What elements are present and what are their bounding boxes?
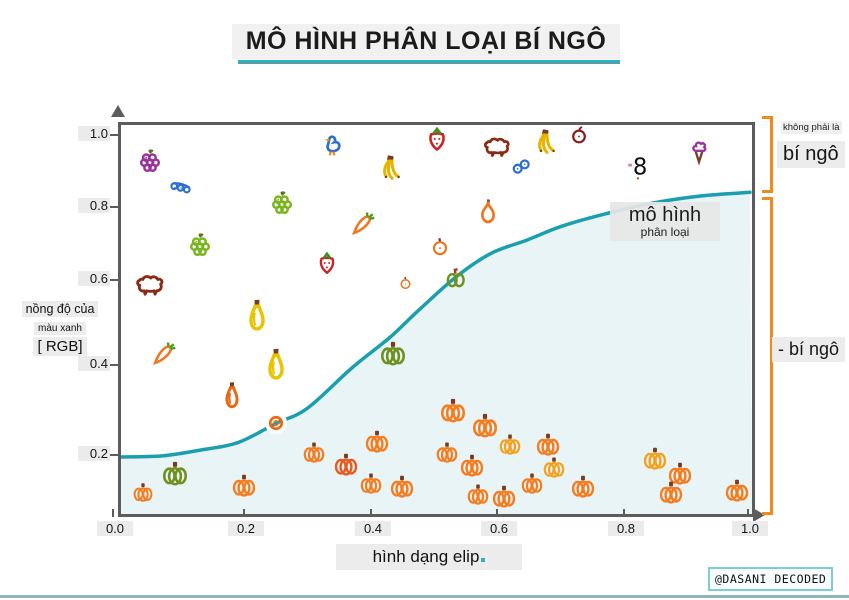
model-annotation-line2: phân loại [640, 225, 690, 239]
x-tick-mark [112, 509, 114, 517]
bracket-not-pumpkin [762, 116, 773, 193]
y-tick-label: 1.0 [78, 126, 110, 141]
y-tick-mark [109, 134, 118, 136]
y-axis-label-line1: nồng độ của [21, 301, 99, 317]
x-tick-label: 0.2 [228, 521, 264, 536]
x-tick-label: 1.0 [732, 521, 768, 536]
x-tick-mark [496, 509, 498, 517]
x-tick-mark [243, 509, 245, 517]
model-annotation-line1: mô hình [628, 204, 702, 226]
y-axis-label: nồng độ của màu xanh [ RGB] [12, 300, 108, 357]
x-tick-label: 0.8 [608, 521, 644, 536]
x-tick-mark [370, 509, 372, 517]
label-not-pumpkin-small: không phải là [781, 121, 842, 134]
y-tick-mark [109, 454, 118, 456]
x-tick-mark [623, 509, 625, 517]
label-pumpkin: - bí ngô [772, 337, 846, 362]
y-axis-label-line3: [ RGB] [33, 337, 87, 356]
x-tick-mark [747, 509, 749, 517]
watermark-badge: @DASANI DECODED [708, 567, 834, 591]
model-annotation: mô hình phân loại [610, 202, 720, 241]
x-tick-label: 0.4 [355, 521, 391, 536]
bottom-edge-line [0, 595, 849, 598]
label-not-pumpkin-big: bí ngô [777, 141, 845, 168]
y-tick-label: 0.8 [78, 198, 110, 213]
y-tick-mark [109, 364, 118, 366]
y-axis-arrow-icon [111, 105, 125, 117]
title-underline [238, 60, 620, 64]
decision-curve-plot [121, 190, 752, 514]
y-tick-mark [109, 206, 118, 208]
y-tick-label: 0.4 [78, 356, 110, 371]
x-axis-label: hình dạng elip [336, 544, 522, 570]
y-tick-label: 0.6 [78, 271, 110, 286]
y-tick-label: 0.2 [78, 446, 110, 461]
x-axis-arrow-icon [753, 508, 765, 522]
bracket-pumpkin [762, 197, 773, 515]
y-axis-label-line2: màu xanh [34, 322, 86, 335]
teal-dot [481, 558, 486, 562]
x-tick-label: 0.0 [97, 521, 133, 536]
page-title: MÔ HÌNH PHÂN LOẠI BÍ NGÔ [232, 24, 620, 59]
y-tick-mark [109, 279, 118, 281]
x-tick-label: 0.6 [481, 521, 517, 536]
